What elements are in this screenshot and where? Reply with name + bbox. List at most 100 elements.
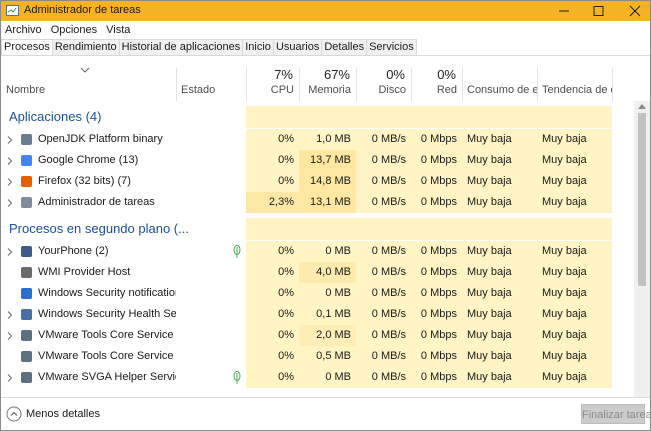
tab-divider [1,55,650,56]
column-label[interactable]: Memoria [308,84,351,96]
menu-item[interactable]: Opciones [50,24,98,36]
tab[interactable]: Procesos [1,39,53,55]
cell-value: 0,5 MB [316,350,351,362]
cell-value: 0% [278,154,294,166]
tab[interactable]: Detalles [321,39,368,55]
process-name: Google Chrome (13) [38,154,139,166]
process-row[interactable]: VMware Tools Core Service 0% 2,0 MB 0 MB/s 0… [1,325,633,346]
expand-arrow[interactable] [7,199,13,207]
process-icon [21,246,32,257]
cell-value: 0 Mbps [420,175,457,187]
cell-value: Muy baja [467,371,512,383]
window-controls[interactable] [546,1,650,21]
scroll-thumb[interactable] [638,113,646,286]
process-icon [21,134,32,145]
suspended-leaf [233,371,241,384]
process-row[interactable]: Windows Security notification ic... 0% 0 M… [1,283,633,304]
end-task-button[interactable]: Finalizar tarea [581,404,650,424]
expand-arrow[interactable] [7,248,13,256]
cell-value: 0 MB [325,371,351,383]
cell-value: 0% [278,287,294,299]
cell-value: 0 MB/s [371,329,406,341]
cell-value: 0% [278,329,294,341]
cell-value: 0 MB [325,287,351,299]
process-icon [21,197,32,208]
cell-value: 0% [278,133,294,145]
cell-value: Muy baja [467,308,512,320]
tab[interactable]: Historial de aplicaciones [118,39,244,55]
cell-value: Muy baja [542,308,587,320]
process-row[interactable]: VMware SVGA Helper Service 0% 0 MB 0 MB/s 0 … [1,367,633,388]
cell-value: Muy baja [467,266,512,278]
scrollbar[interactable] [634,101,650,397]
sort-chevron [80,67,90,73]
column-separator [356,68,357,101]
suspended-leaf [233,245,241,258]
menu-item[interactable]: Archivo [5,24,42,36]
process-row[interactable]: YourPhone (2) 0% 0 MB 0 MB/s 0 Mbps Muy baja M… [1,241,633,262]
cell-value: Muy baja [542,266,587,278]
process-row[interactable]: Windows Security Health Service 0% 0,1 MB 0… [1,304,633,325]
cell-value: Muy baja [467,175,512,187]
tab[interactable]: Inicio [242,39,274,55]
separator [612,68,613,101]
collapse-icon[interactable] [6,406,22,422]
cell-value: 0 Mbps [420,154,457,166]
column-label[interactable]: Disco [378,84,406,96]
cell-value: 0 MB/s [371,287,406,299]
process-row[interactable]: Firefox (32 bits) (7) 0% 14,8 MB 0 MB/s 0 Mb… [1,171,633,192]
expand-arrow[interactable] [7,178,13,186]
cell-bg [246,283,612,304]
expand-arrow[interactable] [7,157,13,165]
column-label[interactable]: Estado [181,84,216,96]
window-title: Administrador de tareas [24,4,141,16]
tab[interactable]: Rendimiento [51,39,120,55]
cell-value: Muy baja [542,154,587,166]
cell-value: 0% [278,266,294,278]
expand-arrow[interactable] [7,311,13,319]
process-row[interactable]: WMI Provider Host 0% 4,0 MB 0 MB/s 0 Mbps Muy… [1,262,633,283]
expand-arrow[interactable] [7,136,13,144]
column-label[interactable]: Red [436,84,457,96]
column-label[interactable]: Consumo de e... [467,84,537,96]
cell-value: Muy baja [542,245,587,257]
menu-item[interactable]: Vista [106,24,131,36]
column-label[interactable]: Nombre [6,84,46,96]
cell-value: 2,3% [246,192,299,213]
menu-bar: Archivo Opciones Vista [5,24,139,36]
process-icon [21,351,32,362]
less-details[interactable]: Menos detalles [26,408,100,420]
tab[interactable]: Usuarios [272,39,323,55]
cell-value: 0 MB/s [371,350,406,362]
cell-value: 13,7 MB [299,150,356,171]
cell-value: Muy baja [467,329,512,341]
process-icon [21,288,32,299]
process-icon [21,176,32,187]
cell-bg [246,346,612,367]
tab[interactable]: Servicios [366,39,417,55]
scroll-up[interactable] [638,104,646,109]
expand-arrow[interactable] [7,374,13,382]
process-icon [21,372,32,383]
cell-value: 0 Mbps [420,308,457,320]
column-label[interactable]: Tendencia de c... [542,84,612,96]
process-icon [21,309,32,320]
group-band [246,106,612,128]
cell-value: 0 MB/s [371,308,406,320]
process-name: VMware Tools Core Service [38,329,174,341]
process-name: OpenJDK Platform binary [38,133,163,145]
column-header: Nombre Estado 7% CPU 67% Memoria 0% Disco 0% Red C… [1,56,633,101]
cell-value: 4,0 MB [299,262,356,283]
process-row[interactable]: Administrador de tareas 2,3% 13,1 MB 0 MB/s… [1,192,633,213]
column-label[interactable]: CPU [270,84,294,96]
process-row[interactable]: OpenJDK Platform binary 0% 1,0 MB 0 MB/s 0 M… [1,129,633,150]
cell-value: 0% [278,350,294,362]
cell-bg [246,304,612,325]
cell-value: 13,1 MB [299,192,356,213]
cell-value: 0% [278,175,294,187]
process-row[interactable]: VMware Tools Core Service 0% 0,5 MB 0 MB/s 0… [1,346,633,367]
cell-value: Muy baja [542,133,587,145]
process-row[interactable]: Google Chrome (13) 0% 13,7 MB 0 MB/s 0 Mbps M… [1,150,633,171]
cell-value: Muy baja [467,154,512,166]
expand-arrow[interactable] [7,332,13,340]
